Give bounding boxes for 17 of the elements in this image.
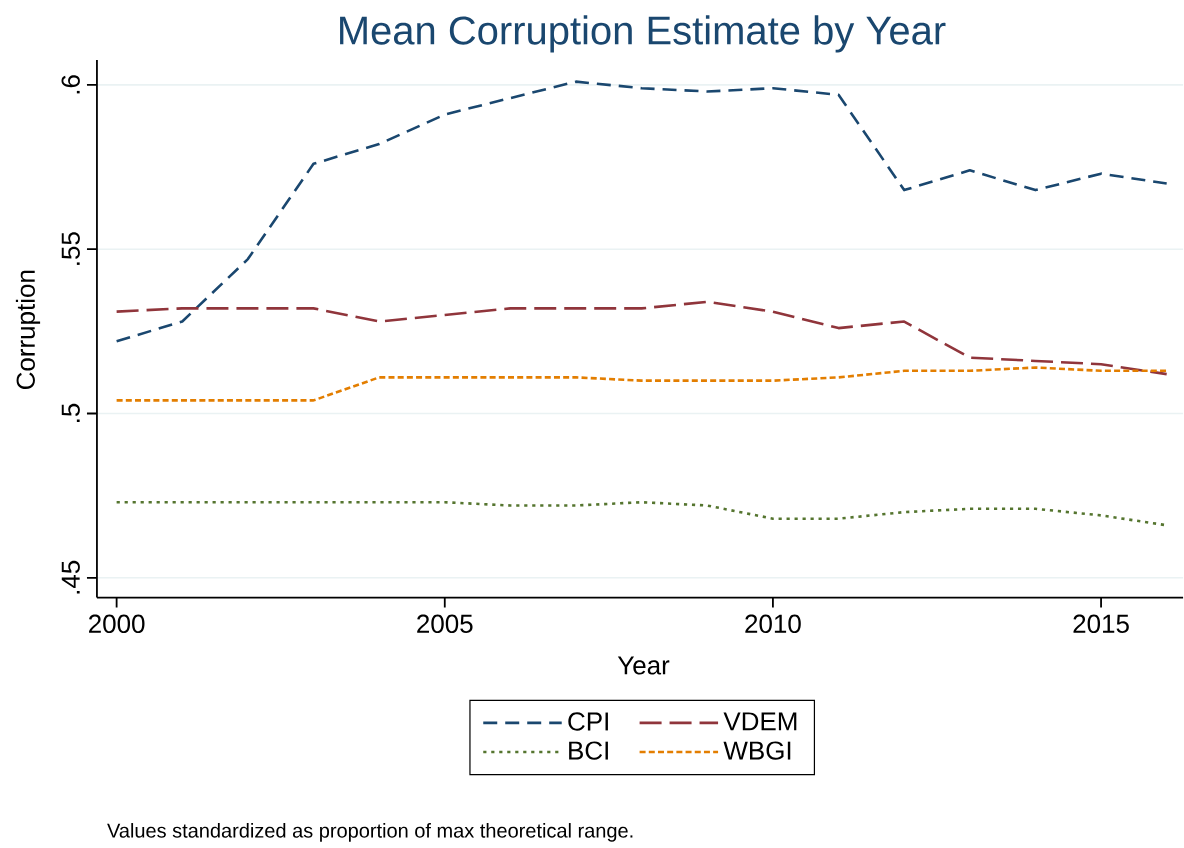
x-tick-label: 2010 — [745, 614, 801, 633]
x-axis-title: Year — [617, 656, 670, 675]
text: Values standardized as proportion of max theoretical range. — [107, 822, 633, 842]
y-tick-label: .6 — [61, 75, 80, 94]
legend-label: WBGI — [723, 741, 791, 760]
line-series — [115, 80, 1168, 343]
y-axis-title: Corruption — [15, 270, 41, 389]
x-tick-label: 2015 — [1073, 614, 1129, 633]
x-tick-label: 2005 — [417, 614, 473, 633]
legend-label: BCI — [569, 741, 608, 760]
y-tick-label: .5 — [61, 403, 80, 422]
y-tick-label: .55 — [61, 232, 80, 265]
y-tick-label: .45 — [61, 560, 80, 594]
legend-label: CPI — [568, 712, 608, 731]
legend-label: VDEM — [723, 712, 797, 731]
chart-title: Mean Corruption Estimate by Year — [340, 15, 946, 53]
x-tick-label: 2000 — [89, 614, 145, 633]
